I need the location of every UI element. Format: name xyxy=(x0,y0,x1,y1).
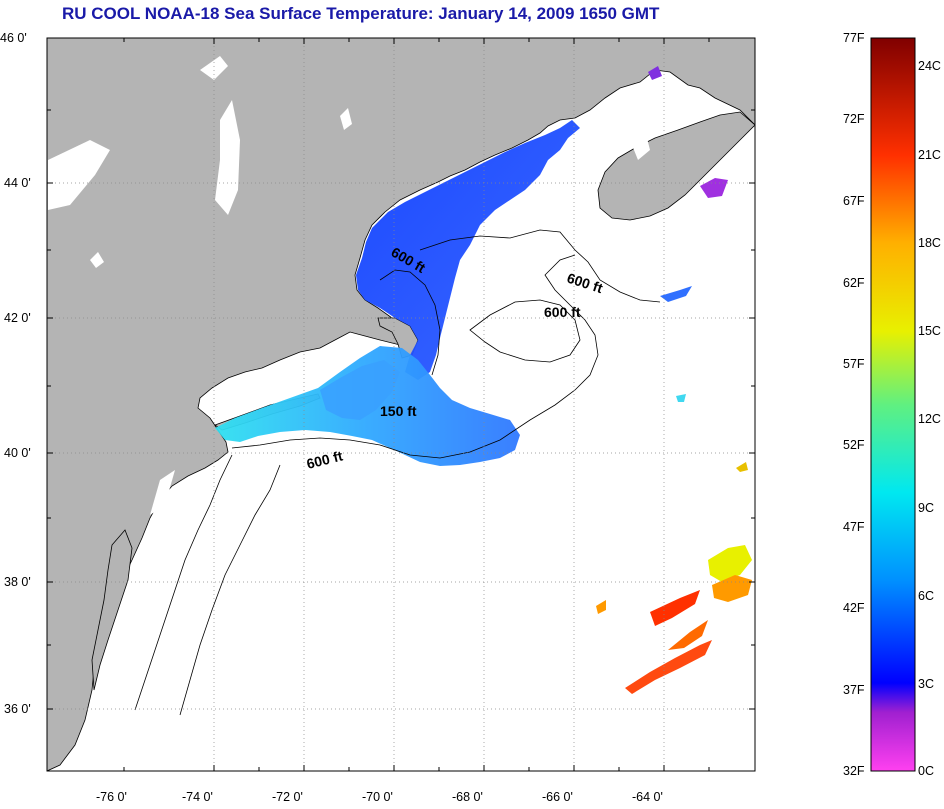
colorbar-f-label: 47F xyxy=(843,520,865,534)
sst-gulf-of-maine xyxy=(356,120,580,380)
lat-tick-label: 36 0' xyxy=(4,702,31,716)
colorbar-f-label: 72F xyxy=(843,112,865,126)
colorbar-f-label: 57F xyxy=(843,357,865,371)
lon-tick-label: -74 0' xyxy=(182,790,213,804)
sst-patch-northeast xyxy=(648,66,662,80)
colorbar-f-label: 62F xyxy=(843,276,865,290)
colorbar-f-label: 77F xyxy=(843,31,865,45)
lat-tick-label: 46 0' xyxy=(0,31,27,45)
contour-label: 150 ft xyxy=(380,403,417,419)
colorbar-f-label: 67F xyxy=(843,194,865,208)
sst-data xyxy=(215,66,752,694)
sst-patch-offshore-blue xyxy=(660,286,692,302)
colorbar-c-label: 21C xyxy=(918,148,941,162)
colorbar xyxy=(870,37,916,772)
land-delmarva xyxy=(91,529,133,691)
sst-gulfstream-filament-2 xyxy=(625,640,712,694)
colorbar-c-label: 0C xyxy=(918,764,934,778)
colorbar-c-label: 6C xyxy=(918,589,934,603)
sst-patch-light xyxy=(676,394,686,402)
sst-patch-yellow-east xyxy=(736,462,748,472)
sst-gulfstream-patch-2 xyxy=(712,575,752,602)
map-title: RU COOL NOAA-18 Sea Surface Temperature:… xyxy=(62,4,660,23)
lat-tick-label: 40 0' xyxy=(4,446,31,460)
colorbar-f-label: 42F xyxy=(843,601,865,615)
map-frame xyxy=(46,37,756,772)
colorbar-gradient xyxy=(870,37,916,772)
lon-tick-label: -68 0' xyxy=(452,790,483,804)
bathymetry-contours xyxy=(134,229,661,716)
colorbar-c-label: 24C xyxy=(918,59,941,73)
colorbar-f-label: 37F xyxy=(843,683,865,697)
land-nova-scotia xyxy=(597,111,755,221)
sst-gulfstream-filament-3 xyxy=(668,620,708,650)
latitude-labels: 46 0' 44 0' 42 0' 40 0' 38 0' 36 0' xyxy=(0,31,31,716)
lat-tick-label: 42 0' xyxy=(4,311,31,325)
lakes xyxy=(48,56,650,590)
sst-patch-orange xyxy=(596,600,606,614)
sst-southern-new-england-band xyxy=(320,360,400,420)
lon-tick-label: -72 0' xyxy=(272,790,303,804)
lon-tick-label: -76 0' xyxy=(96,790,127,804)
lat-tick-label: 44 0' xyxy=(4,176,31,190)
colorbar-c-label: 15C xyxy=(918,324,941,338)
lon-tick-label: -70 0' xyxy=(362,790,393,804)
colorbar-c-label: 9C xyxy=(918,501,934,515)
contour-label: 600 ft xyxy=(544,304,581,320)
colorbar-c-label: 18C xyxy=(918,236,941,250)
lon-tick-label: -66 0' xyxy=(542,790,573,804)
lat-tick-label: 38 0' xyxy=(4,575,31,589)
lon-tick-label: -64 0' xyxy=(632,790,663,804)
sst-gulfstream-patch-1 xyxy=(708,545,752,582)
colorbar-f-label: 32F xyxy=(843,764,865,778)
axis-ticks xyxy=(47,37,755,771)
colorbar-f-label: 52F xyxy=(843,438,865,452)
colorbar-c-label: 12C xyxy=(918,412,941,426)
longitude-labels: -76 0' -74 0' -72 0' -70 0' -68 0' -66 0… xyxy=(96,790,663,804)
colorbar-c-label: 3C xyxy=(918,677,934,691)
sst-gulfstream-filament-1 xyxy=(650,590,700,626)
